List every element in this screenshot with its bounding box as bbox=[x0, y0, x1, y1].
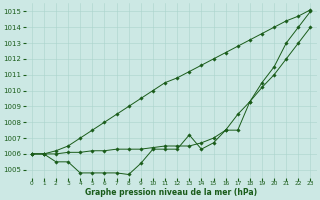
X-axis label: Graphe pression niveau de la mer (hPa): Graphe pression niveau de la mer (hPa) bbox=[85, 188, 257, 197]
